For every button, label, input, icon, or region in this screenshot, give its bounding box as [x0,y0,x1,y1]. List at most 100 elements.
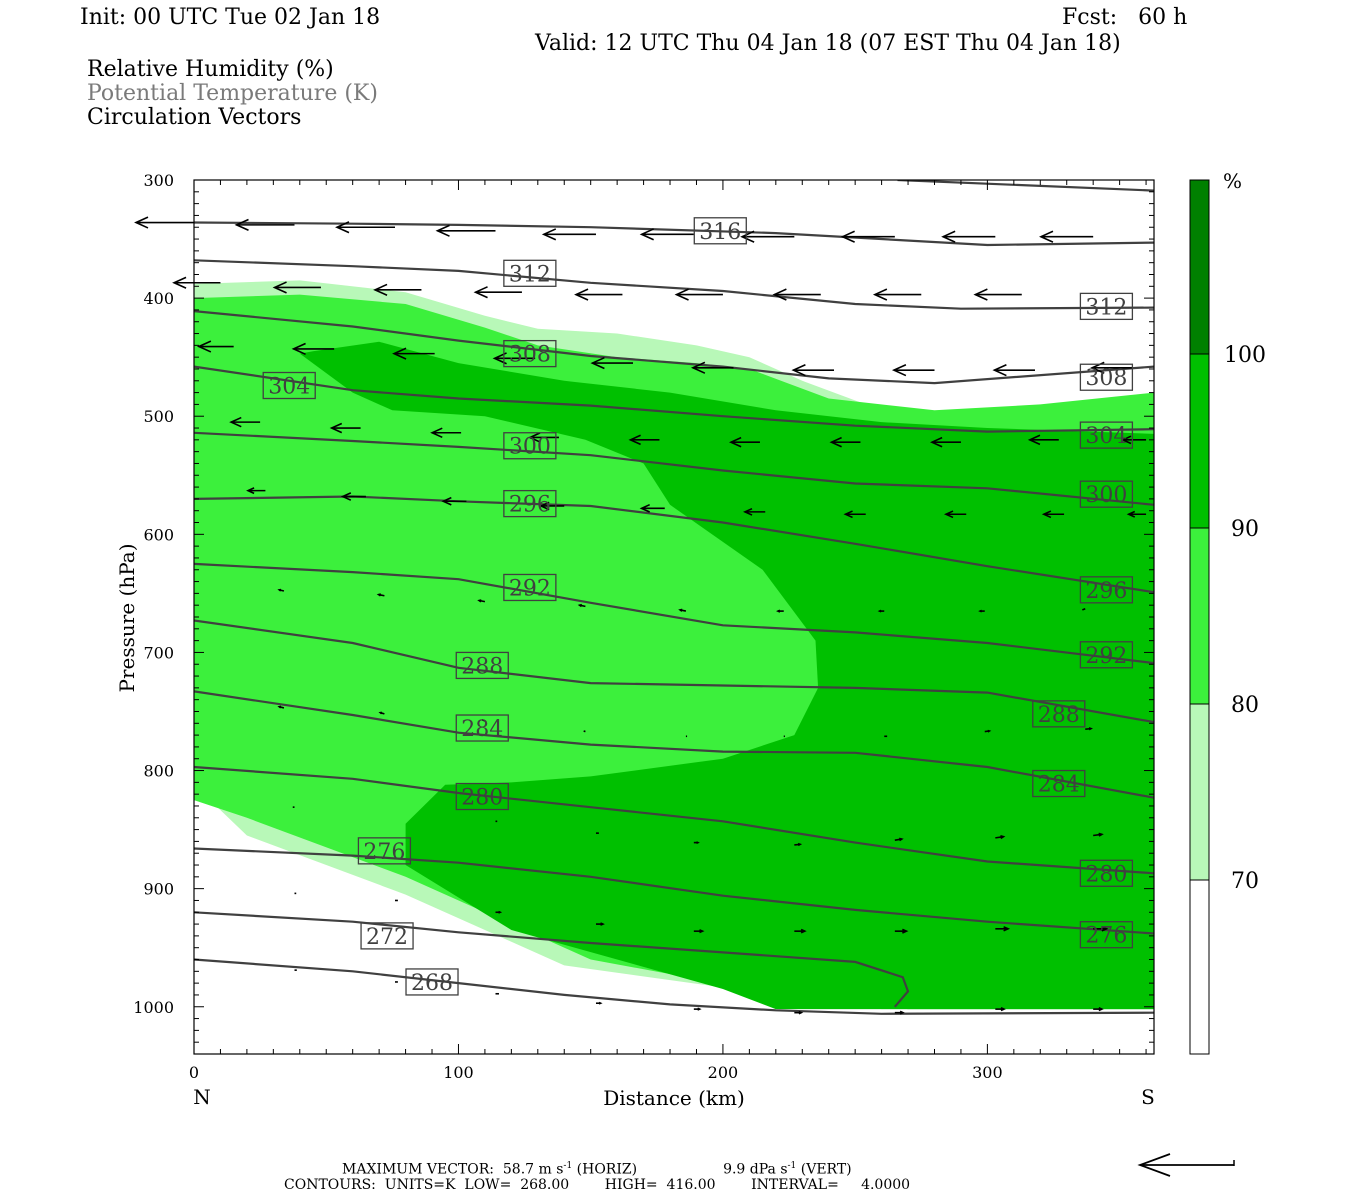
vector-head [776,609,781,613]
theta-label: 288 [455,651,509,680]
theta-label-text: 316 [699,220,741,245]
y-tick-label: 700 [143,643,174,662]
vector-head [435,224,450,237]
vector-head [340,492,352,501]
circulation-vector [872,288,922,301]
x-end-north: N [193,1085,211,1109]
vert-suffix: (VERT) [796,1161,852,1178]
y-tick-label: 900 [143,880,174,899]
theta-label: 284 [1032,769,1086,798]
rh-region-90-100 [299,341,1154,1010]
vector-head [742,507,753,516]
circulation-vector [995,926,1011,932]
circulation-vector [378,711,385,715]
circulation-vector [1027,434,1059,446]
init-time: Init: 00 UTC Tue 02 Jan 18 [80,5,381,30]
vector-head [196,340,212,353]
theta-label-box [503,339,557,368]
vector-head [477,599,482,603]
circulation-vector [528,432,559,443]
theta-label: 308 [503,339,557,368]
colorbar-label: 80 [1231,693,1259,718]
theta-label-text: 276 [363,840,405,865]
circulation-vector [234,218,295,232]
theta-contour-292 [194,562,1154,665]
circulation-vector [481,719,486,722]
circulation-vector [772,288,821,301]
vector-head [441,496,452,506]
theta-label-box [503,259,557,287]
circulation-vector [541,228,596,241]
legend-rh: Relative Humidity (%) [87,57,334,82]
colorbar-band [1189,703,1210,881]
circulation-vector [1093,925,1109,932]
vector-head [987,729,992,733]
theta-label-text: 280 [461,786,503,811]
circulation-vector [1126,510,1147,518]
circulation-vector [1093,832,1104,837]
vector-head [229,416,242,428]
theta-label: 312 [1079,292,1134,320]
circulation-vector [639,228,694,241]
vector-head [797,842,803,847]
theta-label-box [1032,700,1086,728]
y-tick-label: 300 [143,171,174,190]
colorbar-band [1189,879,1210,1055]
circulation-vector [973,288,1022,301]
vector-head [1101,925,1109,932]
circulation-vector [495,910,503,914]
theta-label-box [455,782,509,811]
vector-head [690,361,706,374]
circulation-vector [894,928,909,934]
circulation-vector [794,842,803,847]
colorbar: 70 80 90 100 [1189,179,1266,1055]
vector-head [528,432,541,443]
circulation-vector [894,1010,905,1015]
vector-head [329,422,343,434]
circulation-vector [1085,727,1093,731]
legend-vectors: Circulation Vectors [87,105,302,130]
theta-label-text: 304 [268,375,310,400]
circulation-vector [392,347,435,360]
vector-head [1098,832,1104,837]
vector-head [376,593,382,597]
circulation-vector [492,352,536,365]
unit-superscript: -1 [787,1161,797,1171]
circulation-vector [590,356,634,370]
theta-label-box [455,714,509,742]
vector-head [291,342,306,356]
horiz-suffix: (HORIZ) [572,1161,638,1178]
vector-head [992,364,1007,377]
vector-head [843,510,853,519]
vector-head [898,837,904,842]
vector-head [541,228,557,241]
circulation-vector [693,841,700,844]
vector-head [277,588,282,592]
vector-head [600,922,605,926]
contour-info: CONTOURS: UNITS=K LOW= 268.00 HIGH= 416.… [284,1177,911,1193]
theta-label: 276 [1079,921,1134,949]
y-tick-label: 1000 [133,998,174,1017]
x-tick-label: 100 [443,1063,474,1082]
colorbar-label: 100 [1224,343,1266,368]
colorbar-label: 90 [1231,517,1259,542]
theta-label: 316 [693,217,747,245]
forecast-hour: Fcst: 60 h [1062,5,1188,30]
circulation-vector [277,588,285,592]
theta-label-text: 280 [1085,862,1127,887]
colorbar-band [1189,353,1210,529]
circulation-vector [246,487,266,495]
theta-label-text: 304 [1085,424,1127,449]
circulation-vector [984,729,992,733]
circulation-vector [477,599,486,603]
vector-head [1039,230,1054,243]
legend-theta: Potential Temperature (K) [87,81,378,106]
circulation-vector [639,503,665,513]
circulation-vector [1039,230,1094,243]
theta-label-box [455,651,509,680]
theta-contour-layer [194,180,1154,1015]
theta-label: 304 [262,371,316,400]
vector-head [840,230,855,243]
